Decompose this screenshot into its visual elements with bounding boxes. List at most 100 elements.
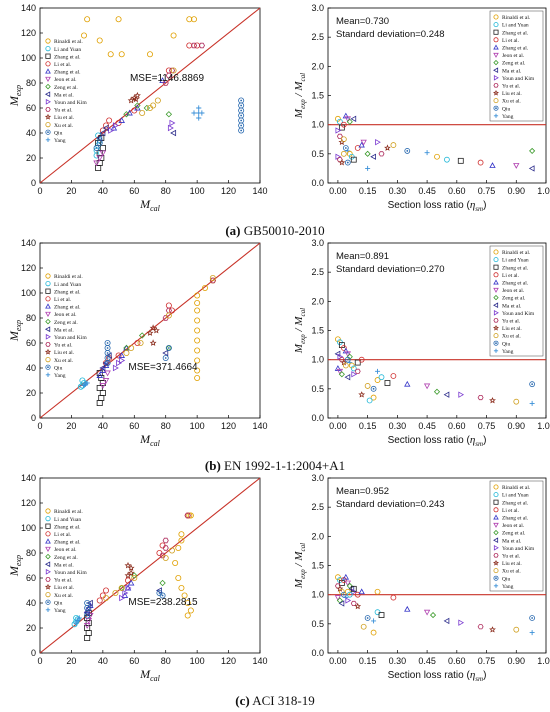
data-point bbox=[360, 139, 367, 146]
legend-label: Yu et al. bbox=[54, 343, 73, 349]
data-point bbox=[122, 589, 129, 597]
series-4 bbox=[110, 77, 166, 131]
data-point bbox=[358, 588, 365, 595]
data-point bbox=[344, 116, 351, 123]
data-point bbox=[370, 385, 377, 392]
data-point bbox=[124, 584, 132, 591]
data-point-dot bbox=[344, 147, 347, 149]
data-point bbox=[358, 391, 366, 398]
data-point bbox=[194, 374, 201, 381]
x-tick-label: 20 bbox=[66, 421, 76, 431]
x-axis-title-text: Section loss ratio ( bbox=[388, 670, 471, 681]
data-point-dot bbox=[240, 109, 243, 112]
data-point bbox=[99, 364, 106, 372]
series-8 bbox=[108, 119, 176, 134]
data-point bbox=[340, 121, 347, 128]
data-point bbox=[457, 157, 464, 164]
legend-marker bbox=[45, 553, 51, 560]
x-axis-title-close: ) bbox=[483, 200, 486, 211]
x-tick-label: 20 bbox=[66, 186, 76, 196]
data-point bbox=[99, 383, 107, 389]
legend-label: Ma et al. bbox=[54, 327, 74, 333]
legend-label: Qiu bbox=[502, 576, 511, 582]
legend-marker bbox=[493, 44, 499, 50]
series-9 bbox=[159, 512, 191, 559]
legend-marker bbox=[493, 67, 499, 73]
x-tick-label: 0.15 bbox=[359, 186, 377, 196]
x-axis-title: Section loss ratio (ηsm) bbox=[388, 199, 487, 213]
y-tick-label: 0.5 bbox=[311, 384, 324, 394]
series-0 bbox=[81, 16, 197, 58]
data-point bbox=[344, 351, 351, 358]
y-axis-title-part: cal bbox=[299, 543, 307, 552]
y-tick-label: 0 bbox=[31, 413, 36, 423]
legend-label: Li et al. bbox=[54, 532, 72, 538]
x-tick-label: 0.30 bbox=[389, 186, 407, 196]
x-axis-title: Section loss ratio (ηsm) bbox=[388, 434, 487, 448]
legend-marker bbox=[45, 318, 51, 325]
legend-label: Yang bbox=[54, 373, 66, 379]
data-point bbox=[336, 118, 343, 125]
legend-marker bbox=[493, 310, 499, 316]
legend-label: Ma et al. bbox=[54, 562, 74, 568]
reference-line bbox=[39, 7, 261, 184]
legend-label: Youn and Kim bbox=[54, 100, 87, 106]
data-point-dot bbox=[106, 342, 109, 344]
legend-label: Xu et al. bbox=[54, 358, 74, 364]
legend-marker bbox=[493, 113, 499, 118]
data-point bbox=[477, 394, 484, 401]
data-point bbox=[76, 615, 82, 621]
y-tick-label: 1.5 bbox=[311, 326, 324, 336]
data-point-dot bbox=[240, 124, 243, 127]
data-point bbox=[123, 111, 130, 118]
y-tick-label: 40 bbox=[26, 363, 36, 373]
series-10 bbox=[124, 561, 135, 579]
legend-marker bbox=[493, 59, 499, 66]
data-point bbox=[124, 561, 132, 569]
legend-label: Ma et al. bbox=[502, 68, 522, 74]
data-point bbox=[150, 102, 157, 109]
x-tick-label: 0 bbox=[37, 186, 42, 196]
chart-panel-c-right: 0.00 0.15 0.30 0.45 0.60 0.75 0.90 1.05 0.0 0.5 1.… bbox=[293, 473, 550, 683]
axis-title: Mexp bbox=[7, 555, 23, 577]
data-point bbox=[194, 347, 201, 354]
legend-label: Xu et al. bbox=[502, 334, 521, 340]
legend-label: Li and Yuan bbox=[502, 23, 529, 29]
data-point bbox=[77, 383, 84, 390]
y-tick-label: 80 bbox=[26, 548, 36, 558]
y-tick-label: 40 bbox=[26, 598, 36, 608]
data-point bbox=[187, 512, 194, 519]
data-point bbox=[358, 141, 365, 148]
mse-annotation: MSE=238.2815 bbox=[128, 597, 198, 608]
data-point bbox=[168, 307, 175, 314]
axis-title-main: M bbox=[139, 667, 151, 681]
legend-label: Zhang et al. bbox=[54, 305, 81, 311]
legend-marker bbox=[45, 311, 51, 318]
x-tick-label: 0 bbox=[37, 656, 42, 666]
caption-a: (a) GB50010-2010 bbox=[225, 223, 325, 238]
data-point bbox=[143, 104, 151, 112]
data-point bbox=[167, 124, 174, 132]
data-point-dot bbox=[346, 161, 349, 164]
data-point bbox=[194, 357, 201, 364]
y-tick-label: 140 bbox=[21, 238, 36, 248]
x-tick-label: 0.00 bbox=[329, 421, 347, 431]
data-point bbox=[127, 579, 135, 586]
data-point bbox=[348, 362, 355, 369]
legend-marker bbox=[493, 340, 499, 346]
data-point bbox=[443, 617, 450, 625]
data-point bbox=[107, 51, 114, 58]
y-tick-label: 2.0 bbox=[311, 296, 324, 306]
data-point bbox=[103, 122, 110, 129]
legend-marker bbox=[493, 302, 499, 308]
data-point bbox=[354, 602, 362, 610]
x-tick-label: 0.75 bbox=[478, 421, 496, 431]
legend-label: Zhang et al. bbox=[54, 54, 81, 60]
data-point bbox=[196, 115, 202, 121]
data-point bbox=[134, 91, 141, 99]
legend-label: Jeon et al. bbox=[54, 547, 77, 553]
data-point bbox=[375, 368, 381, 374]
legend-marker bbox=[493, 545, 499, 551]
